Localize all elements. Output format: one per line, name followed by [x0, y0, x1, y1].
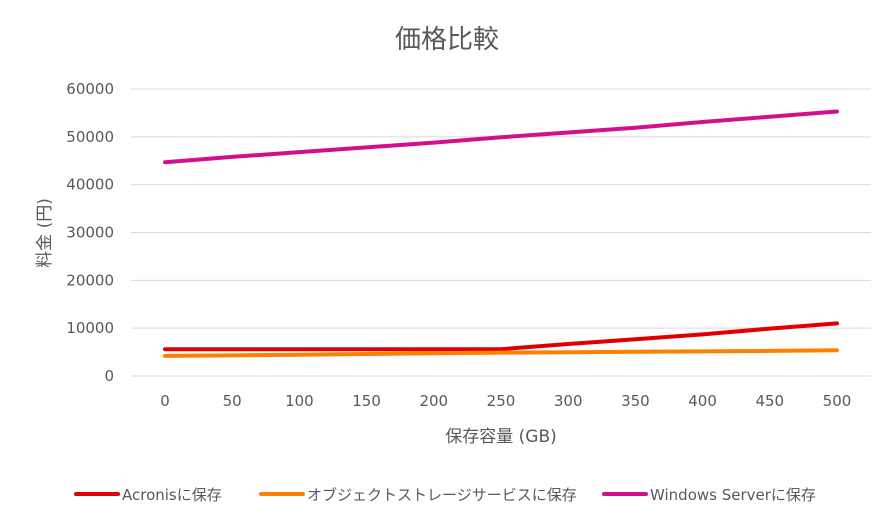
y-axis-ticks: 0 10000 20000 30000 40000 50000 60000 [66, 80, 114, 385]
legend-label: オブジェクトストレージサービスに保存 [307, 486, 577, 504]
y-axis-label: 料金 (円) [35, 198, 55, 268]
x-tick-label: 400 [688, 392, 717, 410]
y-tick-label: 60000 [66, 80, 114, 98]
chart-title: 価格比較 [395, 25, 499, 55]
x-tick-label: 0 [160, 392, 170, 410]
x-tick-label: 300 [554, 392, 583, 410]
y-tick-label: 40000 [66, 176, 114, 194]
x-tick-label: 500 [823, 392, 852, 410]
gridlines [131, 88, 871, 377]
x-tick-label: 200 [419, 392, 448, 410]
legend-label: Windows Serverに保存 [650, 486, 816, 504]
legend-label: Acronisに保存 [122, 486, 222, 504]
legend: Acronisに保存 オブジェクトストレージサービスに保存 Windows Serv… [74, 486, 816, 504]
y-tick-label: 0 [104, 367, 114, 385]
x-tick-label: 100 [285, 392, 314, 410]
series-lines [163, 109, 839, 358]
x-tick-label: 150 [352, 392, 381, 410]
series-line [163, 321, 839, 352]
y-tick-label: 10000 [66, 319, 114, 337]
y-tick-label: 30000 [66, 224, 114, 242]
x-axis-label: 保存容量 (GB) [445, 427, 557, 447]
y-tick-label: 50000 [66, 128, 114, 146]
series-line [163, 348, 839, 358]
x-tick-label: 350 [621, 392, 650, 410]
series-line [163, 109, 839, 165]
x-tick-label: 50 [223, 392, 242, 410]
x-tick-label: 250 [487, 392, 516, 410]
x-axis-ticks: 0 50 100 150 200 250 300 350 400 450 500 [160, 392, 851, 410]
x-tick-label: 450 [755, 392, 784, 410]
y-tick-label: 20000 [66, 271, 114, 289]
